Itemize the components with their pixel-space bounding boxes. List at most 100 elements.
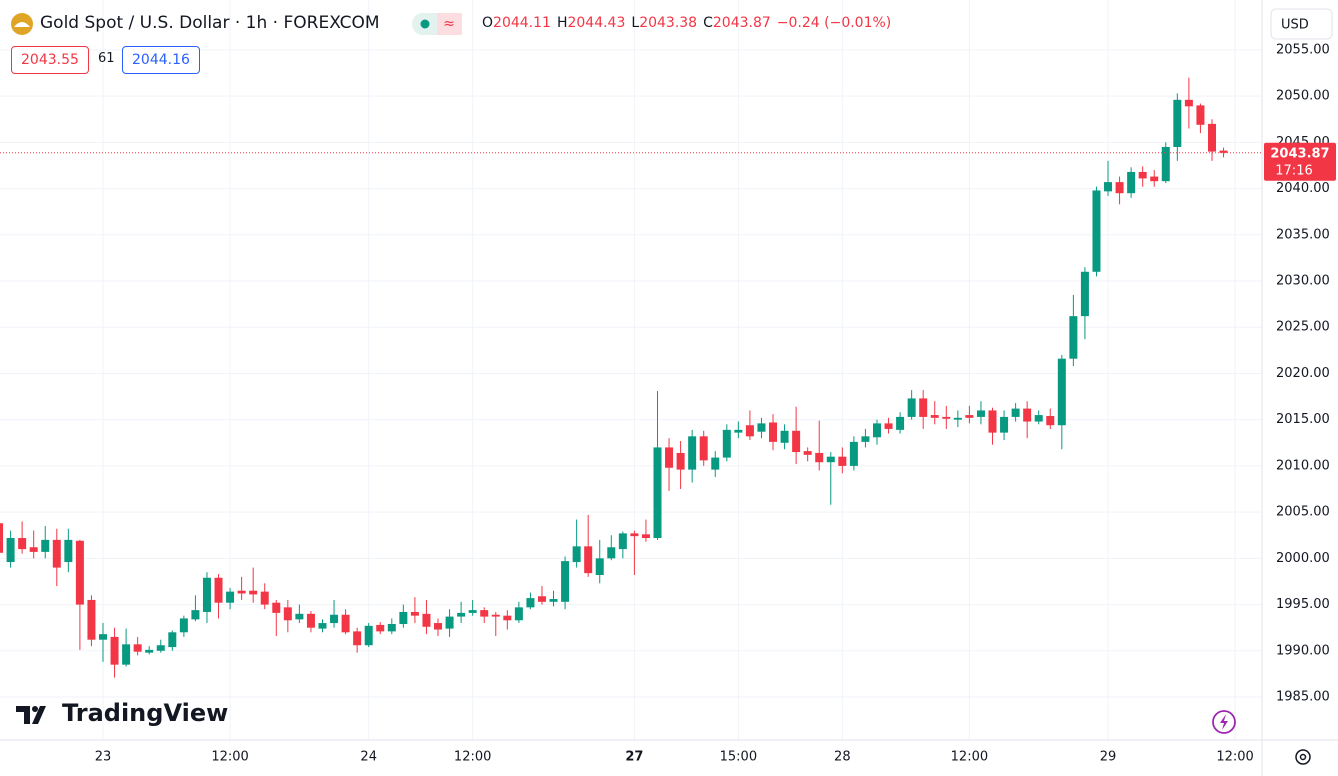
candle-body (99, 634, 107, 640)
candles (0, 77, 1228, 678)
candle-body (364, 625, 373, 646)
spread: 61 (98, 51, 115, 66)
ohlc-key: L (631, 15, 640, 31)
candle-body (122, 644, 131, 665)
candle-body (1184, 99, 1193, 107)
candle-body (526, 598, 535, 608)
candle-body (6, 538, 15, 563)
x-tick-label: 12:00 (1216, 750, 1253, 765)
y-tick-label: 2020.00 (1276, 366, 1330, 381)
candle-body (0, 523, 4, 553)
candle-body (849, 441, 858, 466)
candle-body (410, 611, 419, 616)
candle-body (1219, 150, 1228, 153)
candle-body (1196, 105, 1205, 125)
y-tick-label: 1990.00 (1276, 643, 1330, 658)
candle-body (168, 632, 177, 648)
symbol-title: Gold Spot / U.S. Dollar · 1h · FOREXCOM (40, 13, 380, 33)
candle-body (434, 623, 443, 630)
ohlc-value: 2043.38 (639, 15, 698, 31)
ask-price[interactable]: 2044.16 (122, 46, 200, 74)
candle-body (341, 614, 350, 633)
candle-body (630, 533, 639, 537)
candle-body (965, 415, 974, 418)
y-tick-label: 2050.00 (1276, 89, 1330, 104)
candle-body (503, 615, 512, 621)
candle-body (75, 540, 84, 605)
candle-body (688, 436, 697, 470)
y-tick-label: 2030.00 (1276, 274, 1330, 289)
candle-body (549, 599, 558, 602)
y-tick-label: 1995.00 (1276, 597, 1330, 612)
candle-body (330, 614, 339, 624)
candle-body (953, 417, 962, 420)
candle-body (237, 590, 246, 594)
candle-body (145, 649, 154, 653)
lightning-button[interactable] (1212, 710, 1236, 734)
candle-body (133, 644, 142, 652)
candle-body (29, 547, 38, 552)
candle-body (572, 546, 581, 563)
x-tick-label: 23 (95, 750, 112, 765)
watermark-text: TradingView (62, 699, 228, 727)
bid-price[interactable]: 2043.55 (11, 46, 89, 74)
candle-body (815, 452, 824, 463)
ohlc-value: 2044.43 (567, 15, 626, 31)
candle-body (1034, 415, 1043, 422)
candle-body (226, 591, 235, 603)
candle-body (1057, 358, 1066, 426)
ohlc-key: H (556, 15, 568, 31)
candle-body (1127, 171, 1136, 194)
status-pill-half (437, 13, 462, 35)
candle-body (179, 618, 188, 633)
settings-button[interactable] (1295, 749, 1311, 765)
candle-body (260, 591, 269, 605)
market-open-dot (420, 19, 430, 29)
candle-body (665, 447, 674, 468)
candle-body (896, 416, 905, 430)
x-tick-label: 29 (1100, 750, 1117, 765)
x-tick-label: 12:00 (951, 750, 988, 765)
candle-body (838, 456, 847, 466)
candle-body (722, 429, 731, 458)
candle-body (757, 423, 766, 432)
candle-body (353, 631, 362, 646)
candle-body (306, 613, 315, 628)
y-tick-label: 2010.00 (1276, 458, 1330, 473)
candle-body (803, 451, 812, 455)
candle-body (445, 616, 454, 629)
candle-body (491, 614, 500, 617)
candle-body (87, 599, 96, 640)
ohlc-value: 2043.87 (712, 15, 771, 31)
countdown-label: 17:16 (1275, 163, 1312, 178)
candle-body (387, 623, 396, 632)
candle-body (1115, 182, 1124, 194)
currency-button[interactable] (1270, 8, 1333, 40)
candle-body (826, 456, 835, 463)
candle-body (699, 436, 708, 461)
candle-body (1046, 415, 1055, 426)
ohlc-value: 2044.11 (493, 15, 551, 31)
candle-body (457, 612, 466, 617)
candle-body (976, 410, 985, 417)
candle-body (919, 398, 928, 417)
candle-body (711, 457, 720, 470)
candle-body (561, 561, 570, 602)
candle-body (191, 610, 200, 620)
candle-body (468, 610, 477, 613)
candle-body (1150, 176, 1159, 182)
candle-body (537, 596, 546, 602)
x-tick-label: 27 (625, 750, 643, 765)
axes: 1985.00 1990.00 1995.00 2000.00 2005.00 2010.… (95, 42, 1330, 764)
candle-body (861, 436, 870, 442)
candle-body (618, 533, 627, 550)
candle-body (988, 410, 997, 433)
y-tick-label: 2005.00 (1276, 505, 1330, 520)
candle-body (376, 624, 385, 632)
candle-body (64, 539, 73, 563)
y-tick-label: 2055.00 (1276, 42, 1330, 57)
candle-body (1011, 408, 1020, 417)
candle-body (734, 429, 743, 433)
ohlc-legend: O2044.11 H2044.43 L2043.38 C2043.87 −0.24 (−… (482, 15, 891, 31)
